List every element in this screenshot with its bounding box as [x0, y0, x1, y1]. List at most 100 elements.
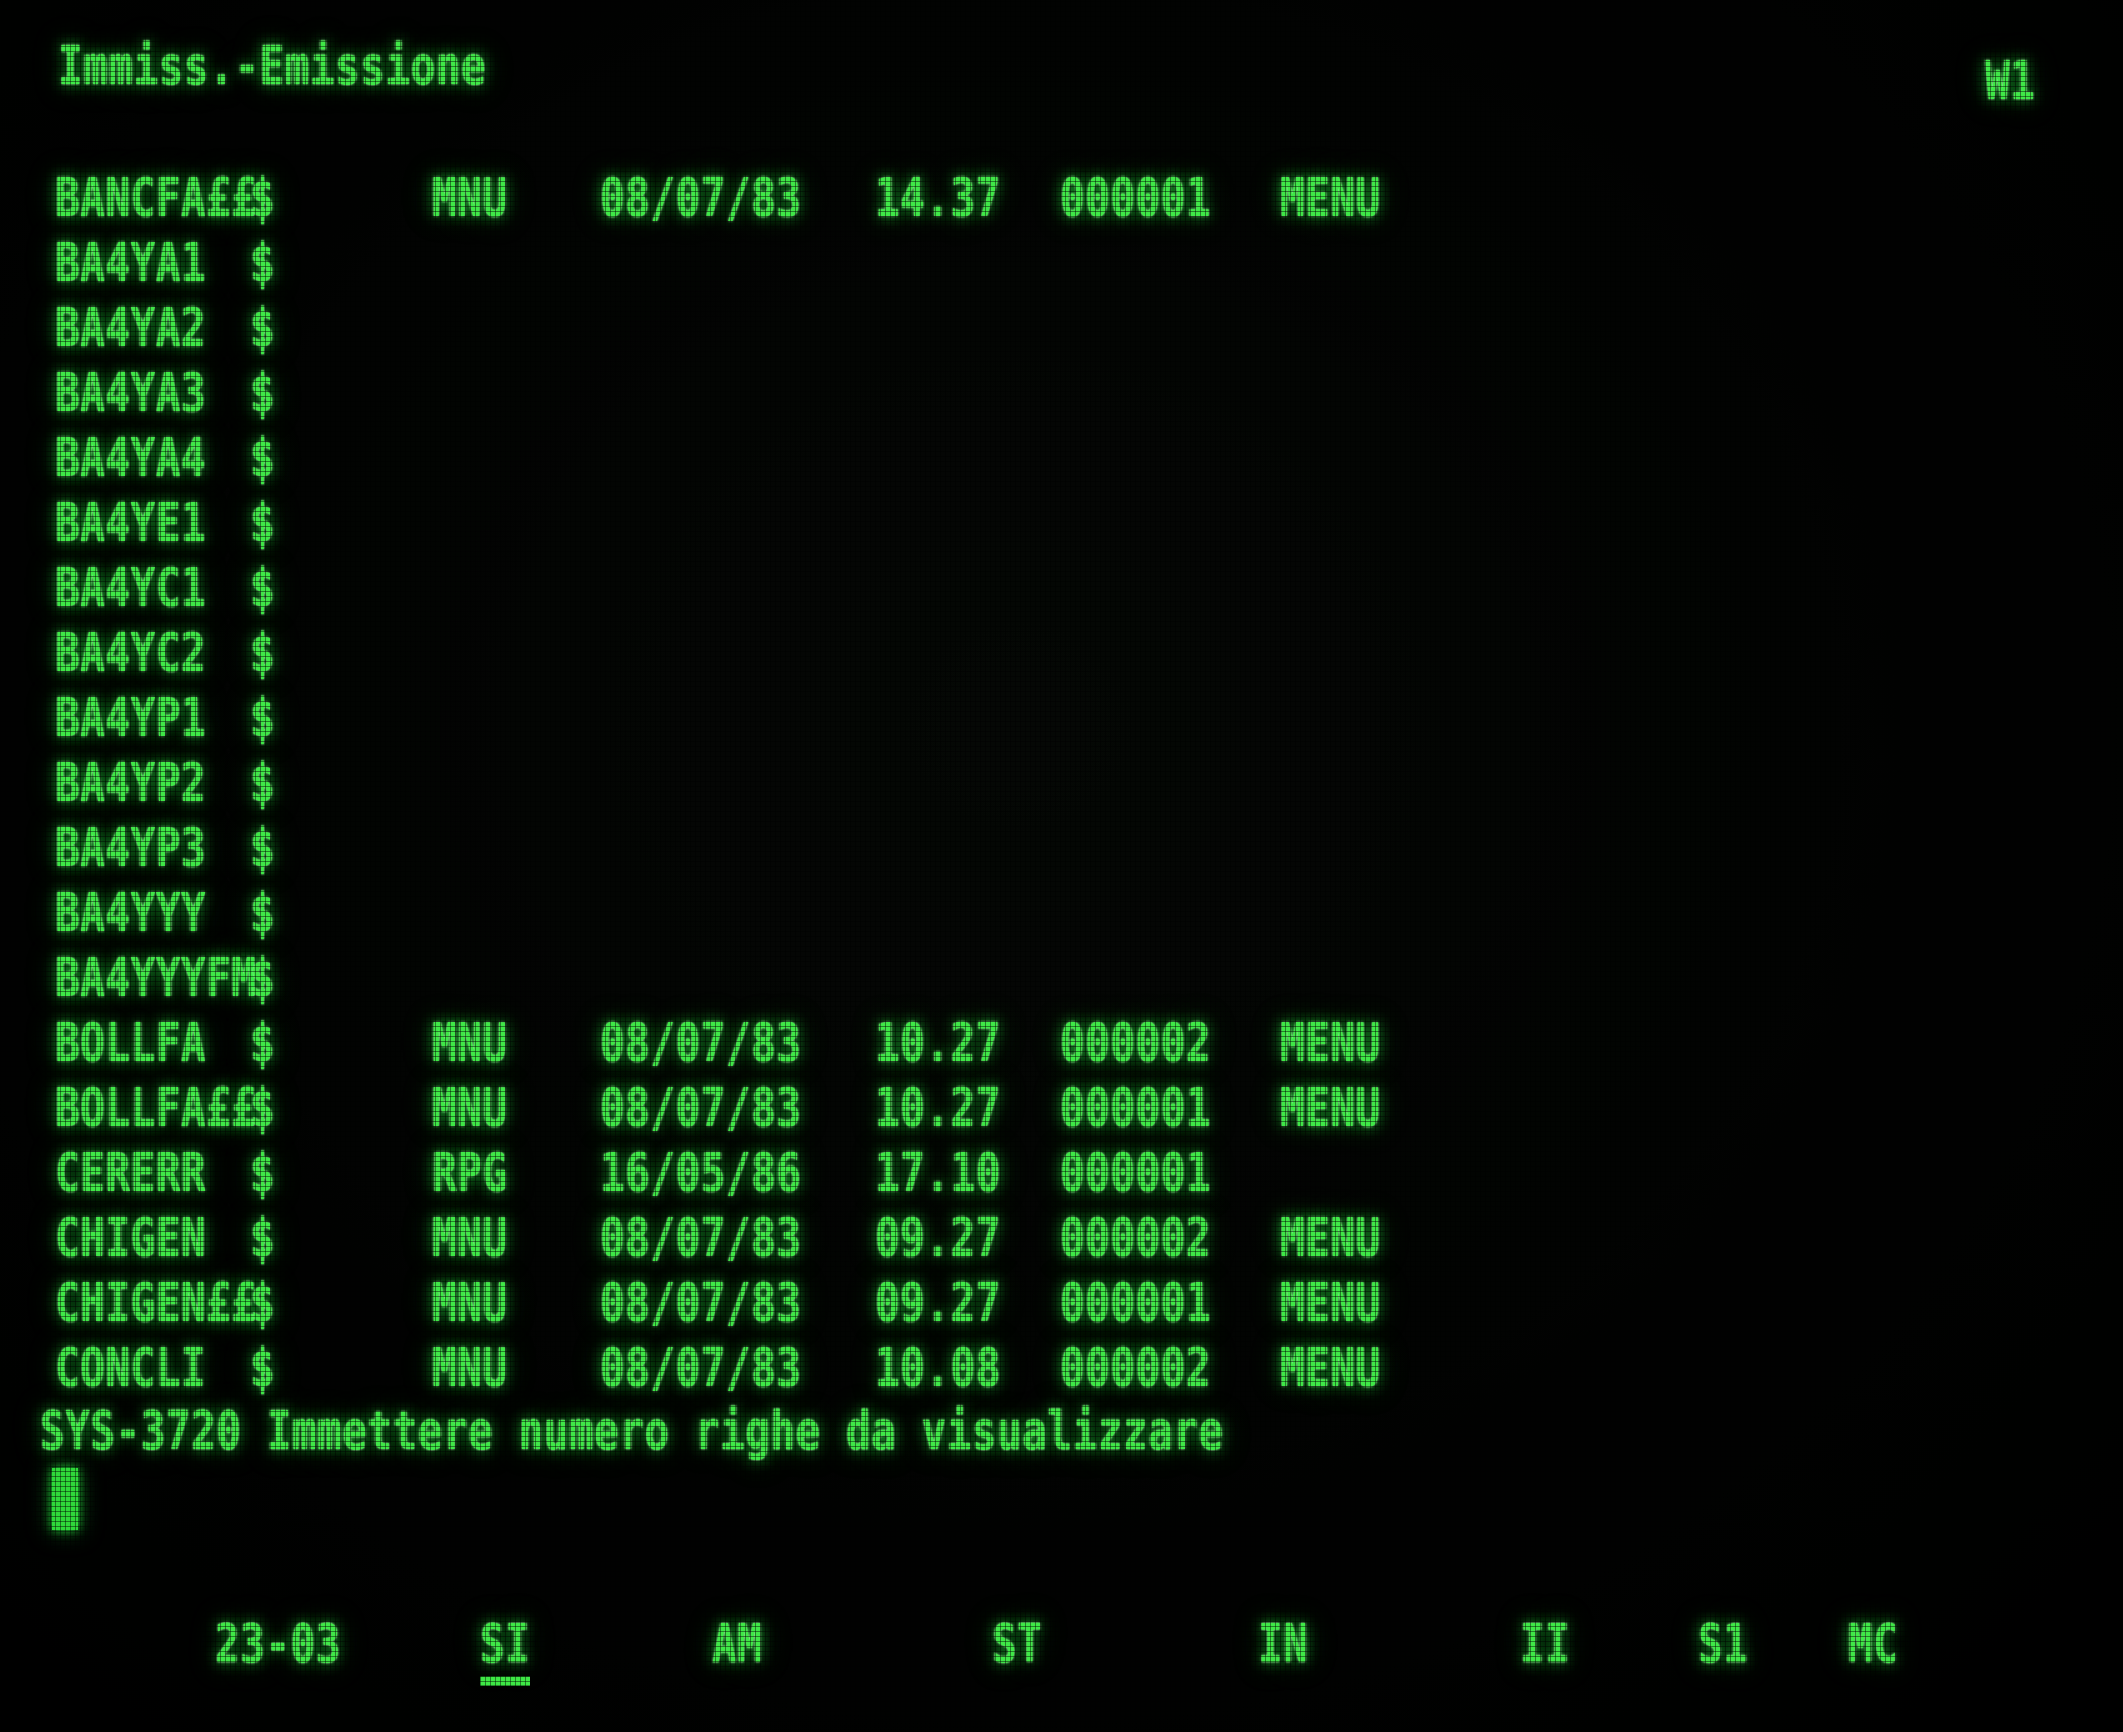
file-row: CERERR $ RPG 16/05/86 17.10 000001 — [0, 1141, 2123, 1215]
file-row: BA4YE1 $ — [0, 491, 2123, 565]
status-indicator-si: SI — [480, 1617, 531, 1686]
status-indicator-ii: II — [1520, 1612, 1571, 1676]
file-row: BA4YYYFM $ — [0, 946, 2123, 1020]
file-date: 08/07/83 — [600, 166, 802, 230]
file-row: BA4YA3 $ — [0, 361, 2123, 435]
file-name: BA4YYYFM — [55, 946, 257, 1010]
file-attribute: $ — [250, 1076, 276, 1140]
file-type: MNU — [432, 1336, 508, 1400]
file-name: CERERR — [55, 1141, 207, 1205]
file-row: BA4YC1 $ — [0, 556, 2123, 630]
file-row: BA4YA1 $ — [0, 231, 2123, 305]
file-attribute: $ — [250, 166, 276, 230]
file-attribute: $ — [250, 361, 276, 425]
file-name: BA4YP1 — [55, 686, 207, 750]
file-type: MNU — [432, 1206, 508, 1270]
file-row: CONCLI $ MNU 08/07/83 10.08 000002 MENU — [0, 1336, 2123, 1410]
file-time: 17.10 — [875, 1141, 1001, 1205]
file-name: CHIGEN — [55, 1206, 207, 1270]
file-type: MNU — [432, 1076, 508, 1140]
file-records: 000001 — [1060, 1141, 1212, 1205]
file-name: CONCLI — [55, 1336, 207, 1400]
file-attribute: $ — [250, 686, 276, 750]
file-records: 000002 — [1060, 1336, 1212, 1400]
file-attribute: $ — [250, 1141, 276, 1205]
file-name: BA4YC1 — [55, 556, 207, 620]
file-kind: MENU — [1280, 1011, 1381, 1075]
file-date: 08/07/83 — [600, 1271, 802, 1335]
page-title: Immiss.-Emissione — [58, 34, 487, 98]
file-attribute: $ — [250, 1271, 276, 1335]
file-attribute: $ — [250, 426, 276, 490]
file-time: 14.37 — [875, 166, 1001, 230]
file-kind: MENU — [1280, 1076, 1381, 1140]
file-row: CHIGEN $ MNU 08/07/83 09.27 000002 MENU — [0, 1206, 2123, 1280]
file-name: BA4YE1 — [55, 491, 207, 555]
file-attribute: $ — [250, 816, 276, 880]
file-type: MNU — [432, 1271, 508, 1335]
file-name: BA4YYY — [55, 881, 207, 945]
file-name: BA4YP2 — [55, 751, 207, 815]
file-date: 16/05/86 — [600, 1141, 802, 1205]
status-indicator-s1: S1 — [1698, 1612, 1749, 1676]
file-time: 10.27 — [875, 1076, 1001, 1140]
file-row: BOLLFA $ MNU 08/07/83 10.27 000002 MENU — [0, 1011, 2123, 1085]
file-kind: MENU — [1280, 1336, 1381, 1400]
file-row: BA4YYY $ — [0, 881, 2123, 955]
file-row: BA4YA4 $ — [0, 426, 2123, 500]
file-time: 09.27 — [875, 1271, 1001, 1335]
file-row: BA4YC2 $ — [0, 621, 2123, 695]
file-type: MNU — [432, 1011, 508, 1075]
file-name: BOLLFA££ — [55, 1076, 257, 1140]
file-attribute: $ — [250, 231, 276, 295]
file-attribute: $ — [250, 1011, 276, 1075]
file-row: BA4YP1 $ — [0, 686, 2123, 760]
file-attribute: $ — [250, 1336, 276, 1400]
file-name: BA4YP3 — [55, 816, 207, 880]
file-time: 10.27 — [875, 1011, 1001, 1075]
file-name: BANCFA££ — [55, 166, 257, 230]
file-records: 000002 — [1060, 1011, 1212, 1075]
file-attribute: $ — [250, 491, 276, 555]
file-name: BOLLFA — [55, 1011, 207, 1075]
file-name: BA4YC2 — [55, 621, 207, 685]
file-attribute: $ — [250, 751, 276, 815]
file-row: BA4YP3 $ — [0, 816, 2123, 890]
file-type: RPG — [432, 1141, 508, 1205]
file-records: 000001 — [1060, 166, 1212, 230]
status-indicator-in: IN — [1258, 1612, 1309, 1676]
file-attribute: $ — [250, 621, 276, 685]
file-records: 000001 — [1060, 1076, 1212, 1140]
status-indicator-mc: MC — [1848, 1612, 1899, 1676]
file-time: 10.08 — [875, 1336, 1001, 1400]
file-row: BANCFA££ $ MNU 08/07/83 14.37 000001 MENU — [0, 166, 2123, 240]
file-attribute: $ — [250, 1206, 276, 1270]
file-name: CHIGEN££ — [55, 1271, 257, 1335]
file-name: BA4YA3 — [55, 361, 207, 425]
file-attribute: $ — [250, 881, 276, 945]
workstation-indicator: W1 — [1985, 49, 2036, 113]
file-name: BA4YA4 — [55, 426, 207, 490]
screen-title-line: Immiss.-Emissione — [0, 34, 2123, 108]
file-row: CHIGEN££ $ MNU 08/07/83 09.27 000001 MENU — [0, 1271, 2123, 1345]
file-date: 08/07/83 — [600, 1336, 802, 1400]
workstation-indicator-line: W1 — [0, 49, 2123, 123]
file-records: 000001 — [1060, 1271, 1212, 1335]
status-indicator-am: AM — [712, 1612, 763, 1676]
file-records: 000002 — [1060, 1206, 1212, 1270]
system-message-line: SYS-3720 Immettere numero righe da visua… — [0, 1399, 2123, 1473]
file-date: 08/07/83 — [600, 1076, 802, 1140]
file-attribute: $ — [250, 946, 276, 1010]
file-date: 08/07/83 — [600, 1011, 802, 1075]
file-attribute: $ — [250, 556, 276, 620]
file-name: BA4YA2 — [55, 296, 207, 360]
file-time: 09.27 — [875, 1206, 1001, 1270]
input-cursor[interactable] — [52, 1468, 78, 1530]
cursor-position-indicator: 23-03 — [215, 1612, 341, 1676]
file-kind: MENU — [1280, 1271, 1381, 1335]
file-kind: MENU — [1280, 166, 1381, 230]
status-bar: 23-03 SI AM ST IN II S1 MC — [0, 1612, 2123, 1686]
system-prompt-message: SYS-3720 Immettere numero righe da visua… — [40, 1399, 1224, 1463]
file-kind: MENU — [1280, 1206, 1381, 1270]
